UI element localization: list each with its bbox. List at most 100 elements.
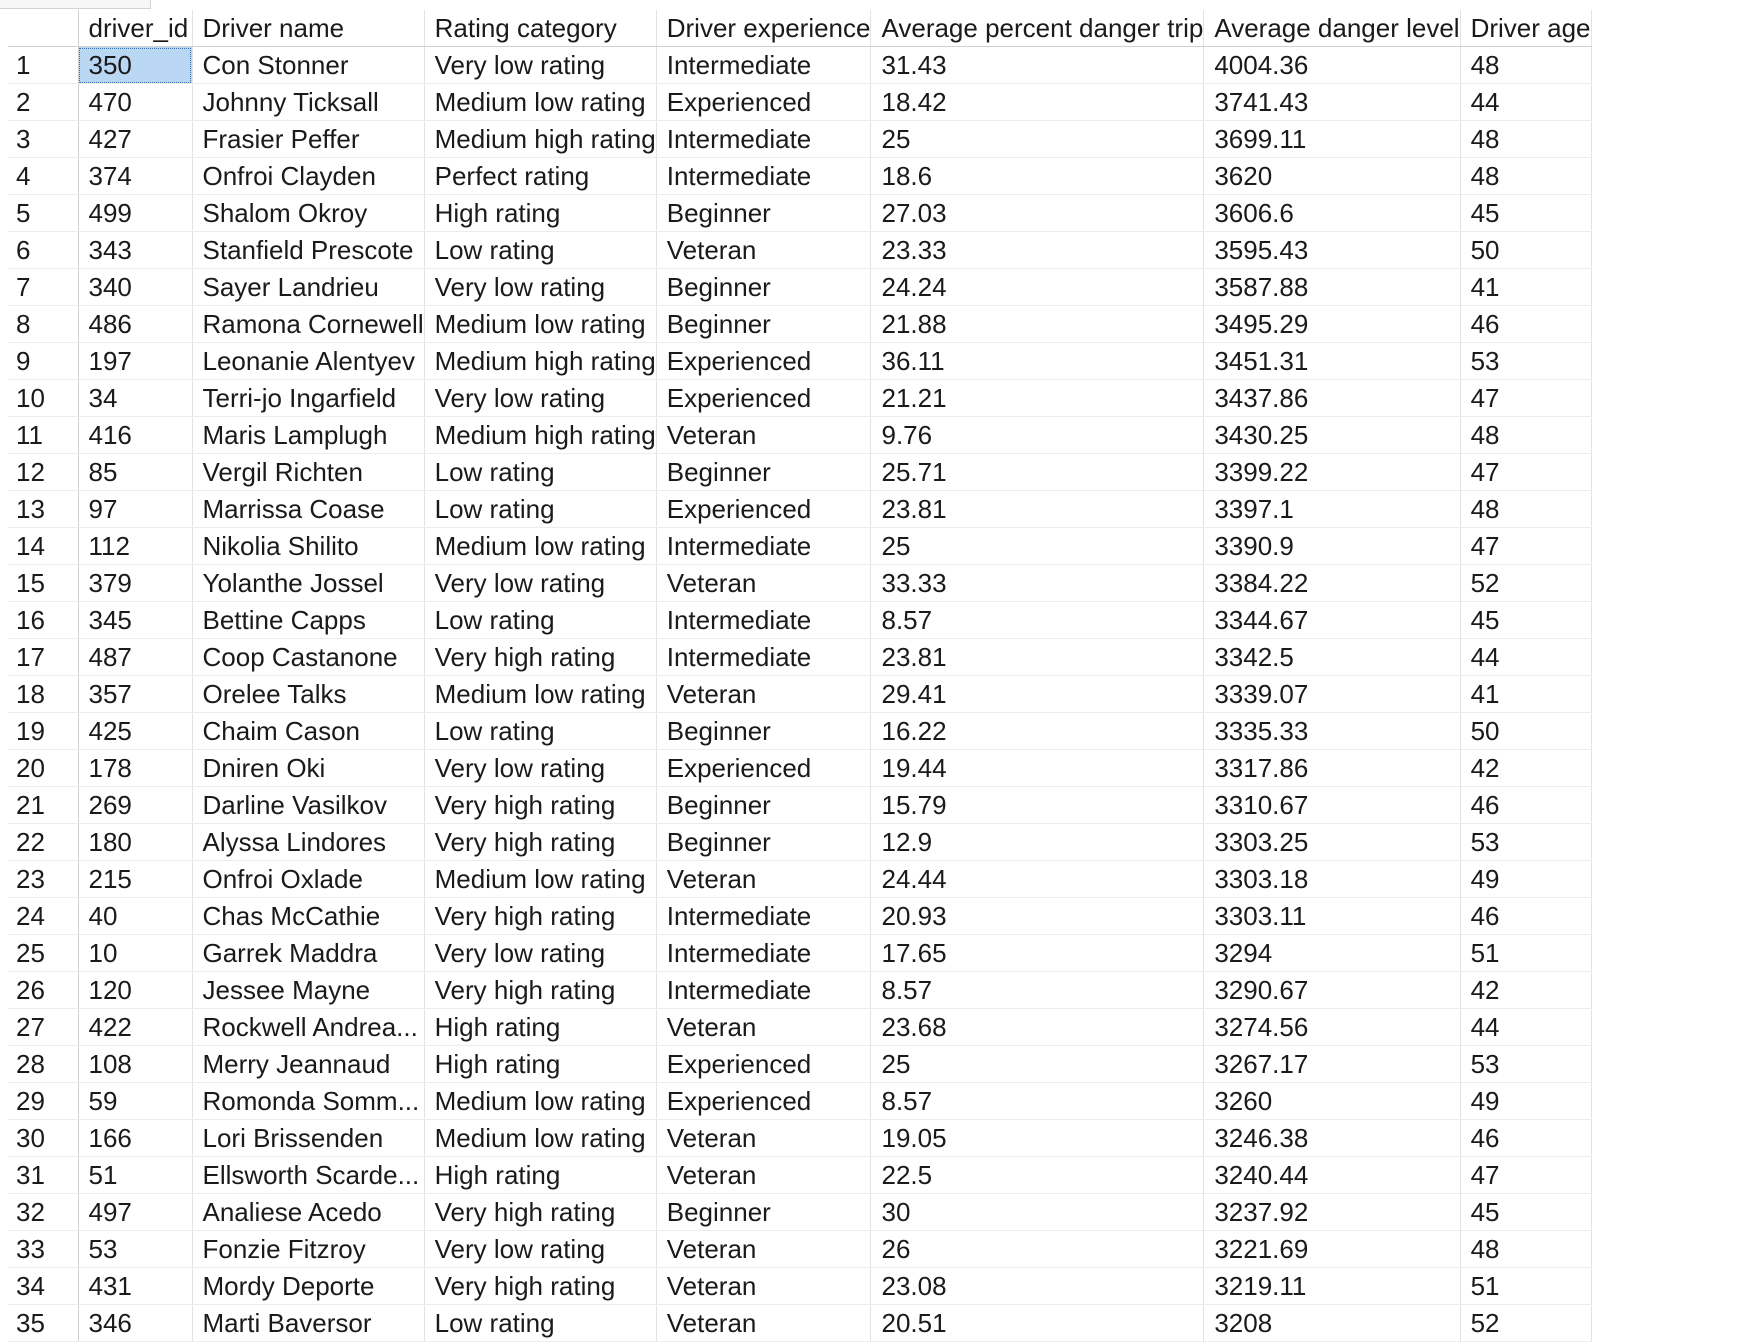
rating-category-cell[interactable]: Low rating [424,453,657,491]
driver-age-cell[interactable]: 45 [1460,1193,1592,1231]
row-number-cell[interactable]: 31 [8,1156,79,1194]
rating-category-cell[interactable]: Very high rating [424,1267,657,1305]
driver-age-cell[interactable]: 47 [1460,527,1592,565]
row-number-cell[interactable]: 16 [8,601,79,639]
driver-id-cell[interactable]: 487 [78,638,193,676]
avg-danger-level-cell[interactable]: 3430.25 [1203,416,1461,454]
avg-percent-danger-trip-cell[interactable]: 8.57 [870,1082,1205,1120]
rating-category-cell[interactable]: Very high rating [424,638,657,676]
avg-percent-danger-trip-cell[interactable]: 30 [870,1193,1205,1231]
driver-id-cell[interactable]: 120 [78,971,193,1009]
driver-experience-cell[interactable]: Beginner [656,1193,872,1231]
table-row[interactable]: 24 40 Chas McCathie Very high rating Interme… [8,897,1592,935]
row-number-cell[interactable]: 34 [8,1267,79,1305]
column-header-driver-age[interactable]: Driver age [1460,10,1592,47]
avg-danger-level-cell[interactable]: 3260 [1203,1082,1461,1120]
rating-category-cell[interactable]: Very low rating [424,1230,657,1268]
avg-danger-level-cell[interactable]: 3699.11 [1203,120,1461,158]
table-row[interactable]: 2 470 Johnny Ticksall Medium low rating Expe… [8,83,1592,121]
driver-experience-cell[interactable]: Intermediate [656,897,872,935]
driver-experience-cell[interactable]: Beginner [656,194,872,232]
rating-category-cell[interactable]: Very high rating [424,823,657,861]
table-row[interactable]: 12 85 Vergil Richten Low rating Beginner 25.7… [8,453,1592,491]
driver-experience-cell[interactable]: Beginner [656,305,872,343]
driver-name-cell[interactable]: Vergil Richten [192,453,425,491]
avg-percent-danger-trip-cell[interactable]: 31.43 [870,46,1205,84]
driver-experience-cell[interactable]: Veteran [656,675,872,713]
avg-danger-level-cell[interactable]: 3437.86 [1203,379,1461,417]
row-number-cell[interactable]: 26 [8,971,79,1009]
driver-experience-cell[interactable]: Veteran [656,231,872,269]
driver-age-cell[interactable]: 42 [1460,971,1592,1009]
driver-experience-cell[interactable]: Beginner [656,268,872,306]
avg-percent-danger-trip-cell[interactable]: 25.71 [870,453,1205,491]
driver-id-cell[interactable]: 346 [78,1304,193,1342]
driver-experience-cell[interactable]: Beginner [656,786,872,824]
driver-age-cell[interactable]: 52 [1460,564,1592,602]
avg-danger-level-cell[interactable]: 3335.33 [1203,712,1461,750]
driver-id-cell[interactable]: 108 [78,1045,193,1083]
driver-experience-cell[interactable]: Intermediate [656,120,872,158]
avg-danger-level-cell[interactable]: 3219.11 [1203,1267,1461,1305]
avg-percent-danger-trip-cell[interactable]: 21.21 [870,379,1205,417]
driver-name-cell[interactable]: Chaim Cason [192,712,425,750]
row-number-cell[interactable]: 15 [8,564,79,602]
driver-name-cell[interactable]: Mordy Deporte [192,1267,425,1305]
driver-age-cell[interactable]: 46 [1460,305,1592,343]
driver-age-cell[interactable]: 47 [1460,1156,1592,1194]
driver-experience-cell[interactable]: Experienced [656,1082,872,1120]
rating-category-cell[interactable]: Medium low rating [424,305,657,343]
avg-danger-level-cell[interactable]: 3495.29 [1203,305,1461,343]
avg-danger-level-cell[interactable]: 3246.38 [1203,1119,1461,1157]
rating-category-cell[interactable]: Very high rating [424,786,657,824]
avg-percent-danger-trip-cell[interactable]: 20.51 [870,1304,1205,1342]
avg-danger-level-cell[interactable]: 3303.18 [1203,860,1461,898]
table-row[interactable]: 16 345 Bettine Capps Low rating Intermediate… [8,601,1592,639]
rating-category-cell[interactable]: High rating [424,1045,657,1083]
driver-id-cell[interactable]: 470 [78,83,193,121]
rating-category-cell[interactable]: Very low rating [424,268,657,306]
driver-experience-cell[interactable]: Veteran [656,1156,872,1194]
driver-experience-cell[interactable]: Intermediate [656,157,872,195]
driver-id-cell[interactable]: 10 [78,934,193,972]
driver-name-cell[interactable]: Terri-jo Ingarfield [192,379,425,417]
rating-category-cell[interactable]: Very low rating [424,46,657,84]
avg-percent-danger-trip-cell[interactable]: 29.41 [870,675,1205,713]
driver-experience-cell[interactable]: Veteran [656,1230,872,1268]
avg-danger-level-cell[interactable]: 3587.88 [1203,268,1461,306]
driver-name-cell[interactable]: Lori Brissenden [192,1119,425,1157]
driver-experience-cell[interactable]: Intermediate [656,638,872,676]
driver-id-cell[interactable]: 40 [78,897,193,935]
avg-danger-level-cell[interactable]: 3208 [1203,1304,1461,1342]
driver-id-cell[interactable]: 379 [78,564,193,602]
avg-percent-danger-trip-cell[interactable]: 25 [870,1045,1205,1083]
driver-id-cell[interactable]: 416 [78,416,193,454]
driver-experience-cell[interactable]: Veteran [656,1119,872,1157]
row-number-cell[interactable]: 8 [8,305,79,343]
rating-category-cell[interactable]: Very low rating [424,934,657,972]
avg-percent-danger-trip-cell[interactable]: 36.11 [870,342,1205,380]
rating-category-cell[interactable]: Very high rating [424,1193,657,1231]
table-row[interactable]: 32 497 Analiese Acedo Very high rating Begin… [8,1193,1592,1231]
avg-danger-level-cell[interactable]: 3317.86 [1203,749,1461,787]
avg-danger-level-cell[interactable]: 3290.67 [1203,971,1461,1009]
driver-name-cell[interactable]: Garrek Maddra [192,934,425,972]
driver-age-cell[interactable]: 45 [1460,601,1592,639]
table-row[interactable]: 35 346 Marti Baversor Low rating Veteran 20.5… [8,1304,1592,1342]
table-row[interactable]: 14 112 Nikolia Shilito Medium low rating Int… [8,527,1592,565]
driver-age-cell[interactable]: 46 [1460,1119,1592,1157]
rating-category-cell[interactable]: Medium low rating [424,1119,657,1157]
table-row[interactable]: 5 499 Shalom Okroy High rating Beginner 27.03… [8,194,1592,232]
driver-age-cell[interactable]: 53 [1460,1045,1592,1083]
table-row[interactable]: 1 350 Con Stonner Very low rating Intermedia… [8,46,1592,84]
avg-danger-level-cell[interactable]: 3294 [1203,934,1461,972]
table-row[interactable]: 26 120 Jessee Mayne Very high rating Interme… [8,971,1592,1009]
avg-percent-danger-trip-cell[interactable]: 24.44 [870,860,1205,898]
rating-category-cell[interactable]: High rating [424,1156,657,1194]
driver-age-cell[interactable]: 51 [1460,934,1592,972]
driver-id-cell[interactable]: 197 [78,342,193,380]
avg-percent-danger-trip-cell[interactable]: 22.5 [870,1156,1205,1194]
driver-name-cell[interactable]: Shalom Okroy [192,194,425,232]
row-number-cell[interactable]: 25 [8,934,79,972]
row-number-cell[interactable]: 14 [8,527,79,565]
